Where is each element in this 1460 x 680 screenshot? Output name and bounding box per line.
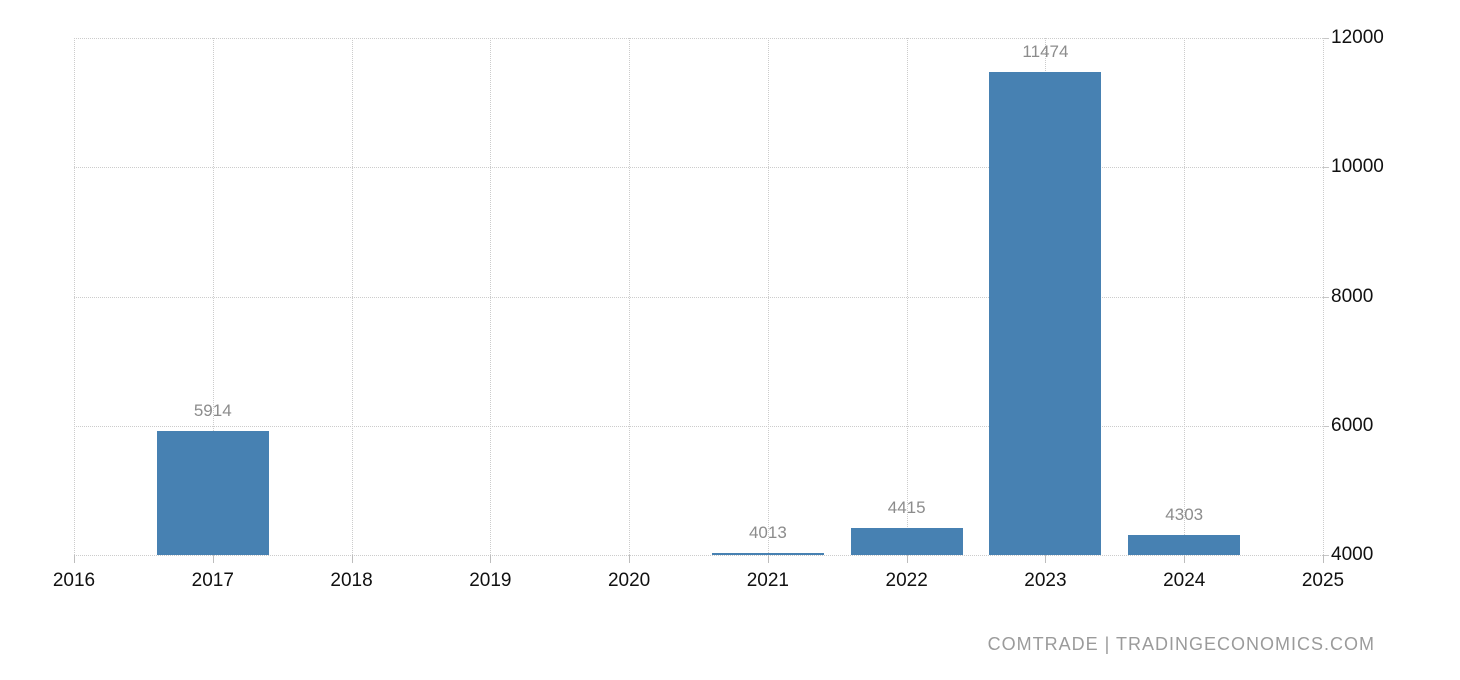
x-axis-label: 2019 xyxy=(469,570,512,591)
v-gridline xyxy=(629,38,631,555)
x-axis-tick xyxy=(351,555,353,563)
x-axis-tick xyxy=(906,555,908,563)
x-axis-label: 2016 xyxy=(52,570,96,591)
x-axis-label: 2017 xyxy=(191,570,234,591)
y-axis-label: 8000 xyxy=(1331,285,1374,307)
x-axis-tick xyxy=(767,555,769,563)
x-axis-tick xyxy=(1045,555,1047,563)
v-gridline xyxy=(767,38,769,555)
y-axis-label: 12000 xyxy=(1331,27,1384,48)
v-gridline xyxy=(1323,38,1324,555)
x-axis-label: 2025 xyxy=(1301,570,1345,591)
watermark: COMTRADE | TRADINGECONOMICS.COM xyxy=(987,634,1375,654)
bar-value-label: 11474 xyxy=(1022,41,1069,61)
bar-value-label: 5914 xyxy=(193,401,232,421)
v-gridline xyxy=(1184,38,1186,555)
x-axis-tick xyxy=(1184,555,1186,563)
y-axis-label: 4000 xyxy=(1331,544,1374,565)
bar[interactable] xyxy=(156,431,269,555)
h-gridline xyxy=(74,296,1323,298)
x-axis-tick xyxy=(490,555,492,563)
bar-value-label: 4303 xyxy=(1165,505,1204,525)
y-axis-label: 6000 xyxy=(1331,414,1374,436)
x-axis-label: 2022 xyxy=(885,570,928,591)
y-axis-tick xyxy=(1323,425,1329,427)
x-axis-tick xyxy=(74,555,75,563)
x-axis-label: 2024 xyxy=(1163,570,1206,591)
x-axis-tick xyxy=(629,555,631,563)
v-gridline xyxy=(74,38,75,555)
y-axis-label: 10000 xyxy=(1331,156,1384,178)
h-gridline xyxy=(74,38,1323,39)
v-gridline xyxy=(490,38,492,555)
bar-value-label: 4013 xyxy=(748,523,787,542)
y-axis-tick xyxy=(1323,38,1329,39)
v-gridline xyxy=(351,38,353,555)
v-gridline xyxy=(212,38,214,555)
bar[interactable] xyxy=(711,553,824,555)
x-axis-label: 2021 xyxy=(746,570,790,591)
x-axis-label: 2023 xyxy=(1024,570,1067,591)
bar[interactable] xyxy=(989,71,1102,555)
y-axis-tick xyxy=(1323,167,1329,169)
bar[interactable] xyxy=(1128,535,1241,555)
x-axis-tick xyxy=(1323,555,1324,563)
x-axis-tick xyxy=(212,555,214,563)
x-axis-label: 2018 xyxy=(330,570,373,591)
h-gridline xyxy=(74,425,1323,427)
h-gridline xyxy=(74,167,1323,169)
x-axis-label: 2020 xyxy=(607,570,651,591)
bar[interactable] xyxy=(850,528,963,555)
y-axis-tick xyxy=(1323,296,1329,298)
y-axis-tick xyxy=(1323,555,1329,556)
h-gridline xyxy=(74,555,1323,556)
v-gridline xyxy=(906,38,908,555)
bar-value-label: 4415 xyxy=(887,498,926,518)
